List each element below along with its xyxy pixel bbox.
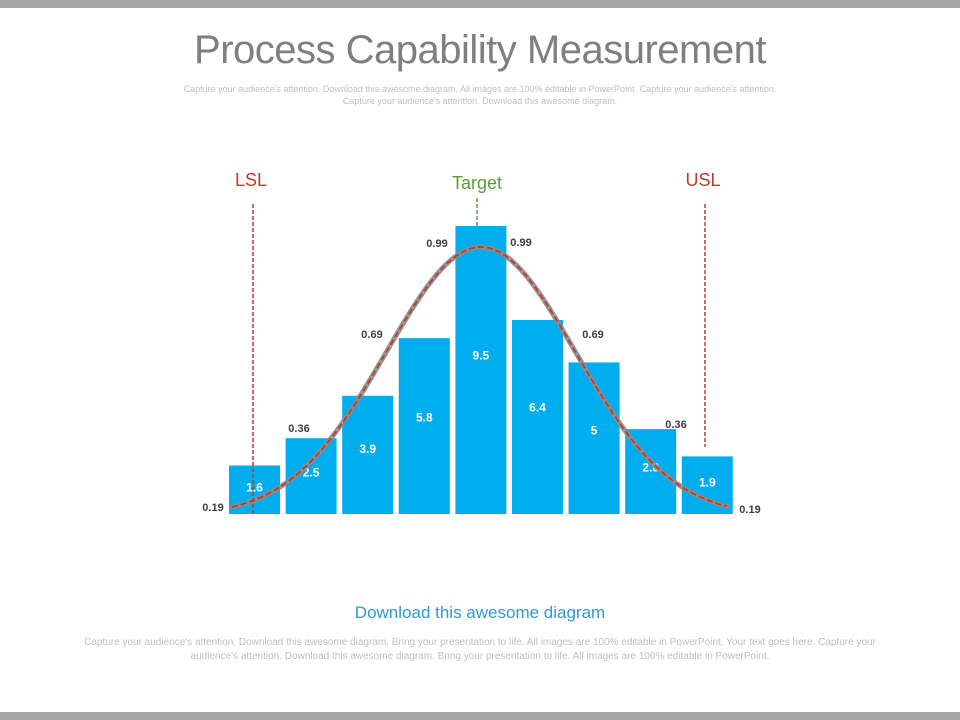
- bar-value-label: 1.6: [246, 480, 263, 494]
- curve-value-label: 0.36: [665, 419, 686, 431]
- spec-marker-label: LSL: [235, 170, 267, 190]
- footer-heading: Download this awesome diagram: [354, 603, 606, 622]
- curve-value-label: 0.19: [202, 502, 223, 514]
- footer-text: Capture your audience's attention. Downl…: [84, 637, 876, 662]
- bar-value-label: 6.4: [529, 400, 546, 414]
- curve-value-label: 0.36: [288, 423, 309, 435]
- curve-value-label: 0.99: [426, 238, 447, 250]
- normal-curve-dashed: [231, 246, 728, 508]
- bar: [342, 395, 394, 514]
- curve-value-label: 0.69: [361, 329, 382, 341]
- bottom-border-bar: [0, 712, 960, 720]
- bar-value-label: 3.9: [359, 442, 376, 456]
- curve-value-label: 0.19: [739, 504, 760, 516]
- capability-chart: 1.62.53.95.89.56.452.81.90.190.360.690.9…: [202, 170, 760, 516]
- bar-value-label: 5: [591, 424, 598, 438]
- curve-value-label: 0.99: [510, 237, 531, 249]
- page-subtitle: Capture your audience's attention. Downl…: [183, 84, 777, 106]
- spec-marker-label: Target: [452, 173, 502, 193]
- bar-value-label: 1.9: [699, 475, 716, 489]
- bar: [455, 226, 507, 514]
- curve-value-label: 0.69: [582, 329, 603, 341]
- bar-value-label: 5.8: [416, 410, 433, 424]
- top-border-bar: [0, 0, 960, 8]
- bar-value-label: 9.5: [473, 349, 490, 363]
- bar-value-label: 2.5: [303, 465, 320, 479]
- bar: [512, 319, 563, 514]
- page-title: Process Capability Measurement: [194, 28, 766, 72]
- bar: [398, 338, 450, 514]
- spec-marker-label: USL: [685, 170, 720, 190]
